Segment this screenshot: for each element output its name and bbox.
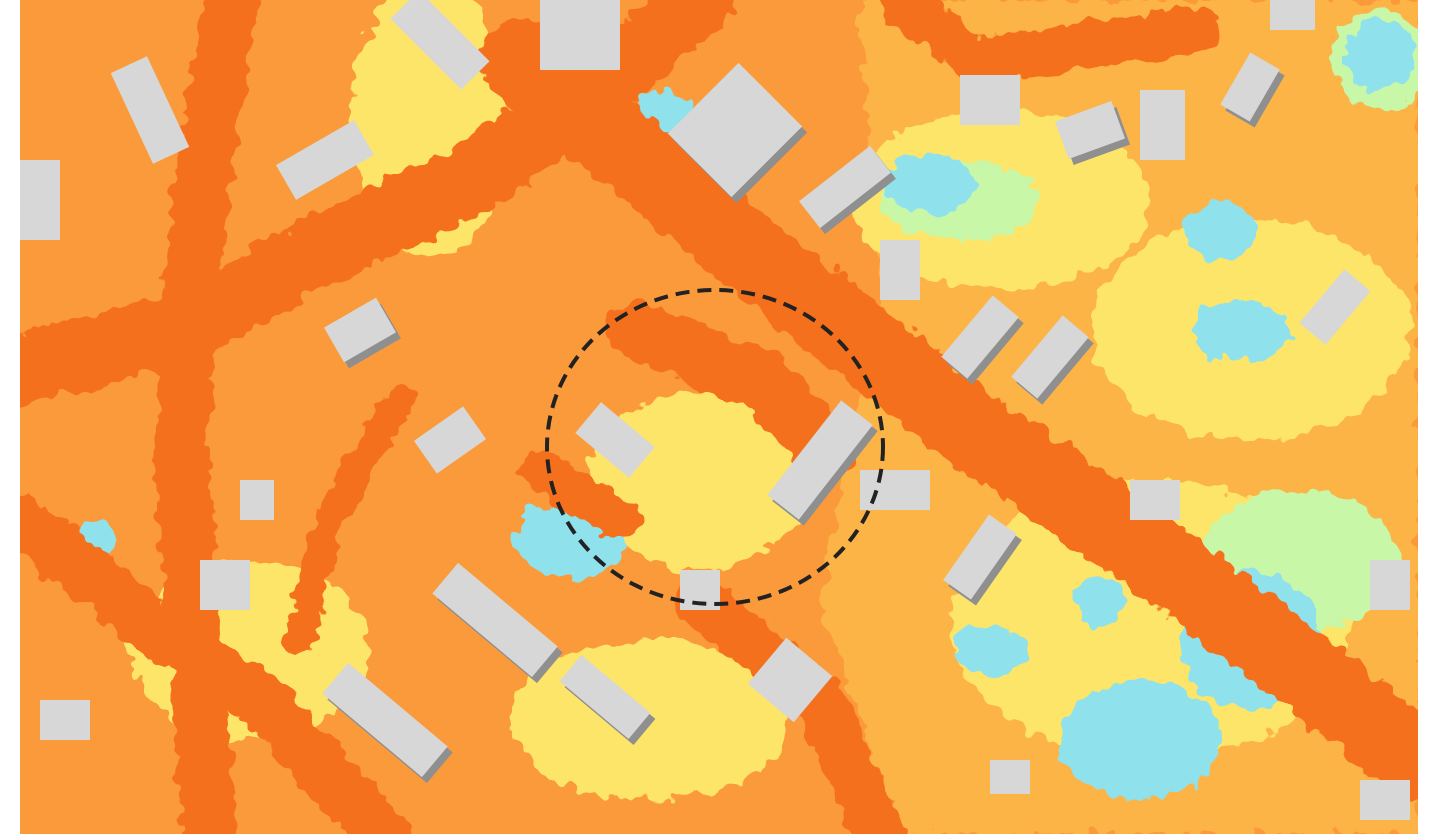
hot-roads [20, 0, 1418, 834]
building-roofs [20, 0, 1410, 820]
heat-layers [20, 0, 1418, 834]
map-area [20, 0, 1418, 834]
highlight-circle [545, 288, 885, 606]
buildings [20, 0, 1410, 820]
